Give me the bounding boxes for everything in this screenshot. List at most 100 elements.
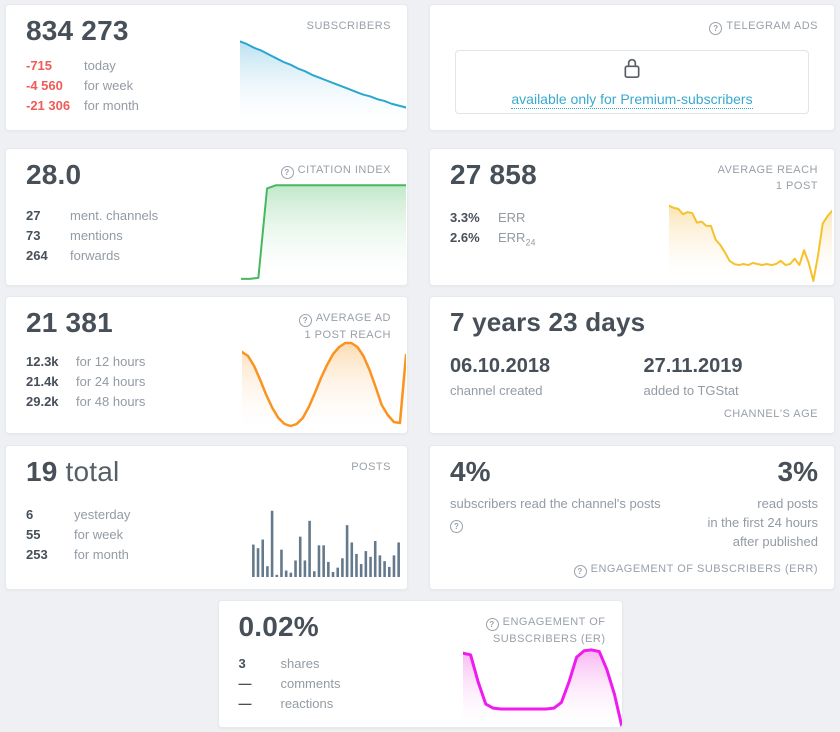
premium-locked-box: available only for Premium-subscribers <box>455 50 809 114</box>
err24-subscript: 24 <box>525 237 536 248</box>
citation-index-card: 28.0 ? CITATION INDEX 27 ment. channels 73… <box>5 148 408 286</box>
err-label: ENGAGEMENT OF SUBSCRIBERS (ERR) <box>590 563 818 575</box>
average-ad-reach-value: 21 381 <box>26 307 113 338</box>
stat-label: yesterday <box>74 507 131 522</box>
channel-created-column: 06.10.2018 channel created <box>450 355 621 398</box>
channel-created-caption: channel created <box>450 383 543 398</box>
added-to-tgstat-column: 27.11.2019 added to TGStat <box>644 355 815 398</box>
stat-value: -715 <box>26 58 53 73</box>
er-stats: 3 shares — comments — reactions <box>239 657 341 717</box>
subscribers-card: 834 273 SUBSCRIBERS -715 today -4 560 for … <box>5 4 408 131</box>
stat-label: ERR <box>498 210 526 225</box>
citation-stats: 27 ment. channels 73 mentions 264 forwards <box>26 209 158 269</box>
posts-card: 19 total POSTS 6 yesterday 55 for week 253… <box>5 445 408 590</box>
average-reach-card: 27 858 AVERAGE REACH 1 POST 3.3% ERR 2.6%… <box>429 148 835 286</box>
telegram-ads-label: TELEGRAM ADS <box>726 20 818 32</box>
posts-card-title: POSTS <box>351 461 391 473</box>
stat-label: forwards <box>70 248 120 263</box>
stat-row: 12.3k for 12 hours <box>26 355 145 368</box>
er-sparkline <box>462 645 622 727</box>
reach-stats: 3.3% ERR 2.6% ERR24 <box>450 211 535 257</box>
ad-reach-sparkline <box>242 330 406 430</box>
average-reach-value: 27 858 <box>450 159 537 190</box>
lock-icon <box>622 56 642 85</box>
info-icon[interactable]: ? <box>709 22 723 35</box>
stat-row: 2.6% ERR24 <box>450 231 535 250</box>
channel-created-date: 06.10.2018 <box>450 355 551 377</box>
stat-row: 264 forwards <box>26 249 158 262</box>
channel-age-value: 7 years 23 days <box>450 307 646 337</box>
er-label-line1: ? ENGAGEMENT OF <box>485 614 606 631</box>
posts-stats: 6 yesterday 55 for week 253 for month <box>26 508 130 568</box>
err-right-value: 3% <box>777 456 818 487</box>
stat-row: 3 shares <box>239 657 341 670</box>
stat-row: 27 ment. channels <box>26 209 158 222</box>
telegram-ads-card: ? TELEGRAM ADS available only for Premium… <box>429 4 835 131</box>
average-ad-reach-card: 21 381 ? AVERAGE AD 1 POST REACH 12.3k for… <box>5 296 408 434</box>
err-right-caption: read posts in the first 24 hours after p… <box>707 494 818 551</box>
stat-value: 6 <box>26 507 34 522</box>
subscribers-sparkline <box>240 34 406 127</box>
channel-age-card: 7 years 23 days 06.10.2018 channel creat… <box>429 296 835 434</box>
stat-value: -4 560 <box>26 78 63 93</box>
added-to-tgstat-date: 27.11.2019 <box>643 355 743 377</box>
stat-value: 29.2k <box>26 394 59 409</box>
stat-row: 29.2k for 48 hours <box>26 395 145 408</box>
citation-index-value: 28.0 <box>26 159 82 190</box>
stat-label: mentions <box>70 228 123 243</box>
info-icon[interactable]: ? <box>298 314 312 327</box>
stat-row: 73 mentions <box>26 229 158 242</box>
stat-row: 253 for month <box>26 548 130 561</box>
info-icon[interactable]: ? <box>280 166 294 179</box>
posts-bar-chart <box>251 505 401 577</box>
stat-row: -4 560 for week <box>26 79 139 92</box>
added-to-tgstat-caption: added to TGStat <box>643 383 739 398</box>
info-icon[interactable]: ? <box>573 565 587 578</box>
stat-value: 264 <box>26 248 48 263</box>
err-left-block: 4% subscribers read the channel's posts … <box>450 456 665 533</box>
stat-value: 73 <box>26 228 41 243</box>
stat-label: comments <box>280 676 341 691</box>
stat-value: 253 <box>26 547 48 562</box>
age-columns: 06.10.2018 channel created 27.11.2019 ad… <box>450 355 814 398</box>
stat-row: 6 yesterday <box>26 508 130 521</box>
stat-label: for 12 hours <box>76 354 146 369</box>
stat-label: for month <box>84 98 139 113</box>
stat-label: for 24 hours <box>76 374 146 389</box>
row-5: 0.02% ? ENGAGEMENT OF SUBSCRIBERS (ER) 3 s… <box>5 600 835 728</box>
err-card-title: ? ENGAGEMENT OF SUBSCRIBERS (ERR) <box>573 561 818 578</box>
premium-subscribers-link[interactable]: available only for Premium-subscribers <box>511 90 753 109</box>
stat-value: -21 306 <box>26 98 71 113</box>
stat-label: today <box>84 58 116 73</box>
stat-label: reactions <box>280 696 334 711</box>
stat-row: -715 today <box>26 59 139 72</box>
reach-label-line2: 1 POST <box>775 180 818 192</box>
stat-row: — comments <box>239 677 341 690</box>
citation-sparkline <box>241 178 406 282</box>
stat-row: 3.3% ERR <box>450 211 535 224</box>
stat-row: -21 306 for month <box>26 99 139 112</box>
stat-value: — <box>238 696 252 711</box>
average-reach-card-title: AVERAGE REACH 1 POST <box>718 162 818 194</box>
stat-value: 3.3% <box>450 210 480 225</box>
average-reach-sparkline <box>669 176 832 282</box>
er-card-title: ? ENGAGEMENT OF SUBSCRIBERS (ER) <box>485 614 606 647</box>
info-icon[interactable]: ? <box>485 618 499 631</box>
stat-label: shares <box>280 656 320 671</box>
help-icon[interactable]: ? <box>450 520 463 533</box>
stat-label: for week <box>84 78 134 93</box>
stat-value: 55 <box>26 527 41 542</box>
stat-value: — <box>238 676 252 691</box>
err-card: 4% subscribers read the channel's posts … <box>429 445 835 590</box>
channel-age-card-title: CHANNEL'S AGE <box>723 408 818 420</box>
citation-card-title: ? CITATION INDEX <box>280 162 391 179</box>
stat-label: for month <box>74 547 129 562</box>
stat-label: ERR24 <box>498 230 536 248</box>
ad-reach-card-title: ? AVERAGE AD 1 POST REACH <box>298 310 391 343</box>
er-value: 0.02% <box>238 611 319 642</box>
ad-reach-stats: 12.3k for 12 hours 21.4k for 24 hours 29.2… <box>26 355 145 415</box>
citation-label: CITATION INDEX <box>297 164 391 176</box>
stat-row: 21.4k for 24 hours <box>26 375 145 388</box>
row-1: 834 273 SUBSCRIBERS -715 today -4 560 for … <box>5 4 835 131</box>
